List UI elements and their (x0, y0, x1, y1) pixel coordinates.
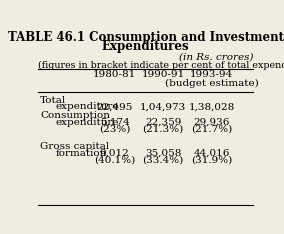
Text: 22,495: 22,495 (97, 102, 133, 111)
Text: expenditure: expenditure (55, 102, 119, 111)
Text: formation: formation (55, 149, 107, 158)
Text: (budget estimate): (budget estimate) (165, 79, 258, 88)
Text: 1,04,973: 1,04,973 (140, 102, 186, 111)
Text: 35,058: 35,058 (145, 149, 181, 158)
Text: Consumption: Consumption (40, 111, 110, 120)
Text: (33.4%): (33.4%) (143, 156, 184, 165)
Text: (figures in bracket indicate per cent of total expenditure): (figures in bracket indicate per cent of… (38, 61, 284, 70)
Text: 44,016: 44,016 (193, 149, 230, 158)
Text: Gross capital: Gross capital (40, 142, 109, 151)
Text: (21.7%): (21.7%) (191, 125, 232, 134)
Text: TABLE 46.1 Consumption and Investment: TABLE 46.1 Consumption and Investment (8, 31, 283, 44)
Text: Total: Total (40, 96, 66, 105)
Text: (31.9%): (31.9%) (191, 156, 232, 165)
Text: 5,174: 5,174 (100, 118, 130, 127)
Text: 1993-94: 1993-94 (190, 70, 233, 79)
Text: (40.1%): (40.1%) (94, 156, 135, 165)
Text: 1990-91: 1990-91 (141, 70, 185, 79)
Text: 22,359: 22,359 (145, 118, 181, 127)
Text: expenditure: expenditure (55, 118, 119, 127)
Text: (21.3%): (21.3%) (143, 125, 184, 134)
Text: 29,936: 29,936 (193, 118, 230, 127)
Text: 1,38,028: 1,38,028 (189, 102, 235, 111)
Text: 9,012: 9,012 (100, 149, 130, 158)
Text: Expenditures: Expenditures (102, 40, 189, 53)
Text: (23%): (23%) (99, 125, 130, 134)
Text: (in Rs. crores): (in Rs. crores) (179, 52, 253, 61)
Text: 1980-81: 1980-81 (93, 70, 136, 79)
